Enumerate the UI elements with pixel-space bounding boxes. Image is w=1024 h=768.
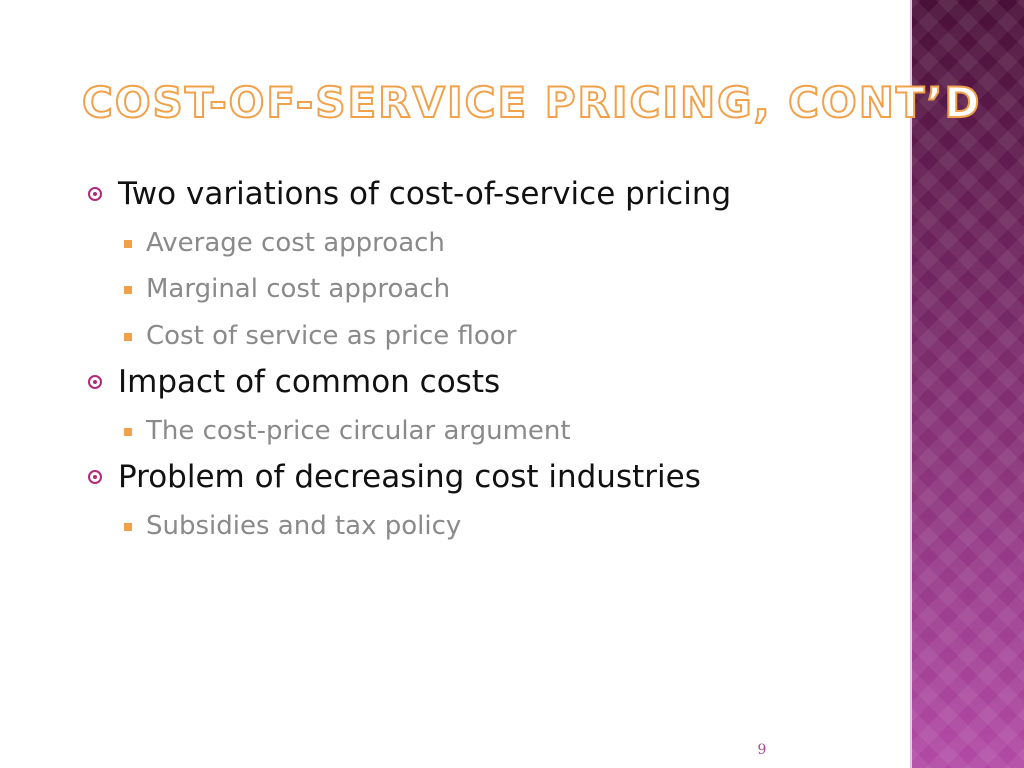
sub-bullet-text: The cost-price circular argument [146,415,571,446]
bullet-text: Impact of common costs [118,363,501,400]
slide-title: Cost-of-Service Pricing, Cont’d [81,78,982,127]
side-band-edge [910,0,912,768]
square-bullet-icon [124,523,132,532]
square-bullet-icon [124,286,132,295]
bullet-text: Two variations of cost-of-service pricin… [118,176,732,212]
bullet-item: Two variations of cost-of-service pricin… [88,176,888,213]
square-bullet-icon [124,240,132,249]
bullet-text: Problem of decreasing cost industries [118,459,701,496]
radio-bullet-icon [88,470,102,485]
square-bullet-icon [124,332,132,341]
sub-bullet-item: Average cost approach [88,228,888,259]
bullet-item: Problem of decreasing cost industries [88,459,888,496]
sub-bullet-text: Marginal cost approach [146,274,451,305]
sub-bullet-text: Subsidies and tax policy [146,511,462,542]
page-number: 9 [757,742,767,758]
square-bullet-icon [124,427,132,436]
sub-bullet-item: The cost-price circular argument [88,416,888,447]
sub-bullet-item: Subsidies and tax policy [88,511,888,542]
sub-bullet-item: Cost of service as price floor [88,321,888,352]
sub-bullet-item: Marginal cost approach [88,274,888,305]
bullet-item: Impact of common costs [88,364,888,401]
sub-bullet-text: Average cost approach [146,228,445,259]
bullet-list: Two variations of cost-of-service pricin… [88,176,888,543]
sub-bullet-text: Cost of service as price floor [146,320,517,351]
radio-bullet-icon [88,374,102,389]
decorative-side-band [912,0,1024,768]
radio-bullet-icon [88,187,102,201]
